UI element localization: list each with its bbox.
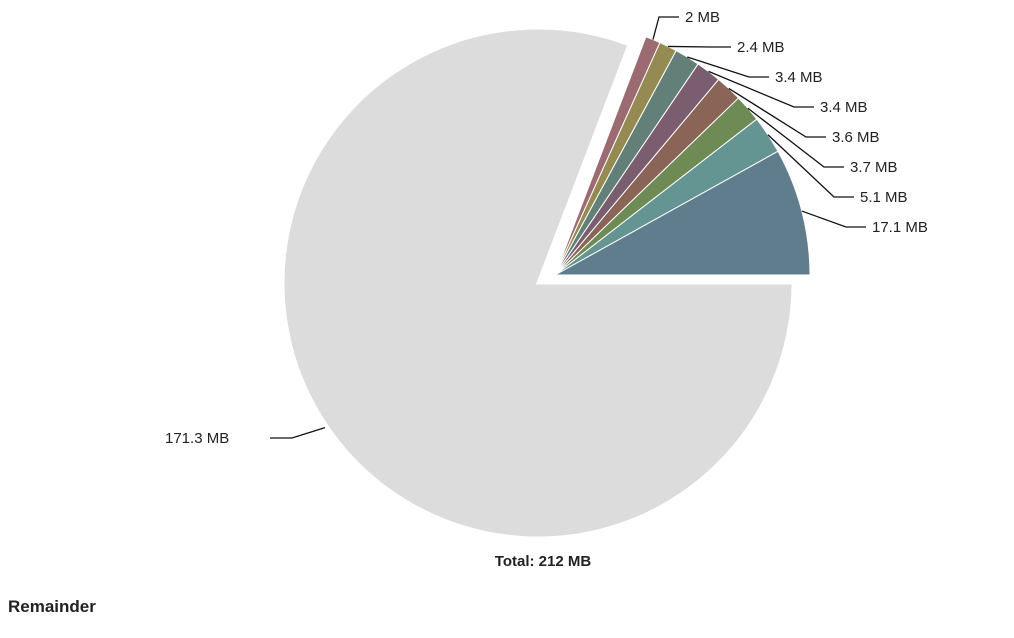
total-label: Total: 212 MB <box>494 553 592 570</box>
data-label: 3.4 MB <box>820 99 868 116</box>
data-label: 3.7 MB <box>850 159 898 176</box>
pie-slice <box>554 36 661 276</box>
pie-slice <box>281 26 795 540</box>
leader-line <box>708 70 814 108</box>
data-label: 17.1 MB <box>872 219 928 236</box>
leader-line <box>270 427 326 439</box>
leader-line <box>728 87 826 138</box>
section-title-remainder: Remainder <box>8 597 96 616</box>
leader-line <box>747 107 844 168</box>
leader-line <box>767 134 854 198</box>
data-label: 2 MB <box>685 9 720 26</box>
leader-line <box>652 16 679 40</box>
data-label: 2.4 MB <box>737 39 785 56</box>
leader-line <box>668 45 731 48</box>
leader-line <box>687 56 769 78</box>
data-label: 3.4 MB <box>775 69 823 86</box>
data-label: 5.1 MB <box>860 189 908 206</box>
data-label: 3.6 MB <box>832 129 880 146</box>
data-label: 171.3 MB <box>165 430 229 447</box>
leader-line <box>801 210 866 228</box>
